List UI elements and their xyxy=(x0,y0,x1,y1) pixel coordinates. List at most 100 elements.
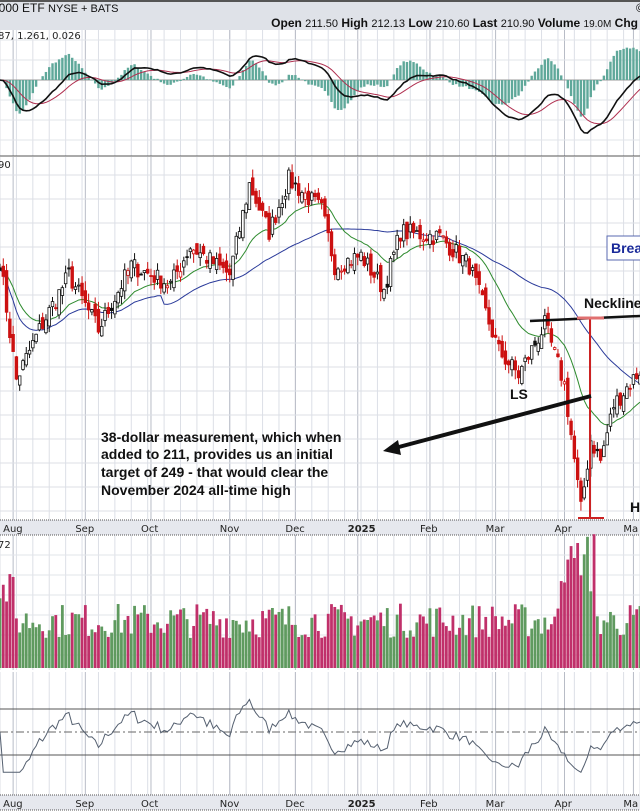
volume-bar xyxy=(425,623,429,668)
candle-body xyxy=(313,193,317,198)
macd-panel xyxy=(0,47,640,134)
volume-bar xyxy=(356,625,360,668)
volume-bar xyxy=(159,628,163,668)
macd-histogram-bar xyxy=(514,80,517,98)
volume-bar xyxy=(412,636,415,668)
macd-histogram-bar xyxy=(399,65,402,80)
candle-body xyxy=(434,230,439,241)
volume-bar xyxy=(28,628,31,668)
candle-body xyxy=(123,269,127,292)
candle-body xyxy=(277,207,281,218)
volume-bar xyxy=(481,629,484,668)
volume-bar xyxy=(392,636,396,668)
volume-bar xyxy=(51,616,54,668)
copyright-icon: © xyxy=(636,1,640,15)
macd-histogram-bar xyxy=(409,60,412,80)
macd-histogram-bar xyxy=(405,61,409,80)
candle-body xyxy=(60,287,65,296)
volume-bar xyxy=(504,625,507,668)
candle-body xyxy=(80,282,84,297)
x-tick-label: Aug xyxy=(3,799,23,810)
volume-bar xyxy=(310,617,314,668)
axis-background xyxy=(0,795,640,810)
candle-body xyxy=(96,308,101,333)
volume-bar xyxy=(293,624,297,668)
candle-body xyxy=(428,233,432,245)
volume-bar xyxy=(461,614,465,668)
macd-histogram-bar xyxy=(169,80,172,85)
macd-histogram-bar xyxy=(116,77,120,80)
macd-histogram-bar xyxy=(504,80,507,105)
axis-background xyxy=(0,520,640,535)
candle-body xyxy=(24,353,28,366)
volume-bar xyxy=(326,613,330,668)
volume-bar xyxy=(359,621,363,668)
macd-histogram-bar xyxy=(87,77,90,80)
macd-histogram-bar xyxy=(530,75,533,80)
x-tick-label: Mar xyxy=(486,799,506,810)
candle-body xyxy=(234,235,239,255)
date-axis-bottom: Aug Sep Oct Nov Dec 2025 Feb Mar Apr Ma xyxy=(0,794,640,811)
candle-body xyxy=(552,347,557,350)
candle-body xyxy=(152,275,156,283)
candle-body xyxy=(244,203,248,214)
volume-bar xyxy=(97,625,100,668)
volume-bar xyxy=(527,636,530,668)
volume-bar xyxy=(602,620,606,668)
macd-histogram-bar xyxy=(261,71,264,80)
candle-body xyxy=(63,272,68,285)
macd-histogram-bar xyxy=(632,47,635,80)
candle-body xyxy=(592,444,596,454)
candle-body xyxy=(306,190,311,206)
volume-bar xyxy=(139,612,143,668)
volume-bar xyxy=(37,624,41,668)
candle-body xyxy=(70,266,74,289)
candle-body xyxy=(382,288,386,299)
candle-body xyxy=(395,234,399,251)
macd-histogram-bar xyxy=(491,80,494,104)
volume-bar xyxy=(280,608,284,668)
candle-body xyxy=(333,254,337,276)
candle-body xyxy=(119,288,124,297)
macd-histogram-bar xyxy=(569,80,573,97)
volume-bar xyxy=(149,632,153,668)
macd-histogram-bar xyxy=(369,80,373,86)
macd-histogram-bar xyxy=(320,80,323,88)
volume-bar xyxy=(83,605,87,668)
volume-bar xyxy=(172,615,176,668)
volume-bar xyxy=(448,630,452,668)
volume-bar xyxy=(316,630,320,668)
x-tick-label: Dec xyxy=(285,524,304,535)
candle-body xyxy=(237,231,242,239)
volume-bar xyxy=(431,636,435,668)
macd-histogram-bar xyxy=(481,80,484,94)
volume-bar xyxy=(100,626,104,668)
macd-histogram-bar xyxy=(93,80,97,84)
candle-body xyxy=(359,251,363,261)
macd-histogram-bar xyxy=(353,80,356,96)
macd-histogram-bar xyxy=(599,80,602,82)
candle-body xyxy=(188,248,193,253)
candle-body xyxy=(569,420,573,436)
candle-body xyxy=(175,265,179,272)
candle-body xyxy=(602,445,606,458)
macd-histogram-bar xyxy=(455,80,458,85)
macd-histogram-bar xyxy=(80,68,84,80)
macd-histogram-bar xyxy=(448,80,451,83)
volume-bar xyxy=(517,609,520,668)
macd-histogram-bar xyxy=(133,64,136,80)
x-tick-label: Mar xyxy=(486,524,506,535)
macd-histogram-bar xyxy=(31,80,35,94)
volume-bar xyxy=(428,608,432,668)
macd-histogram-bar xyxy=(349,80,353,101)
x-tick-label: Sep xyxy=(75,799,94,810)
candle-body xyxy=(352,253,357,271)
candle-body xyxy=(464,254,468,262)
volume-bar xyxy=(182,608,186,668)
candle-body xyxy=(100,326,104,337)
macd-histogram-bar xyxy=(543,59,547,80)
candle-body xyxy=(195,243,199,255)
candle-body xyxy=(93,303,97,317)
macd-histogram-bar xyxy=(346,80,350,104)
volume-bar xyxy=(569,546,573,668)
